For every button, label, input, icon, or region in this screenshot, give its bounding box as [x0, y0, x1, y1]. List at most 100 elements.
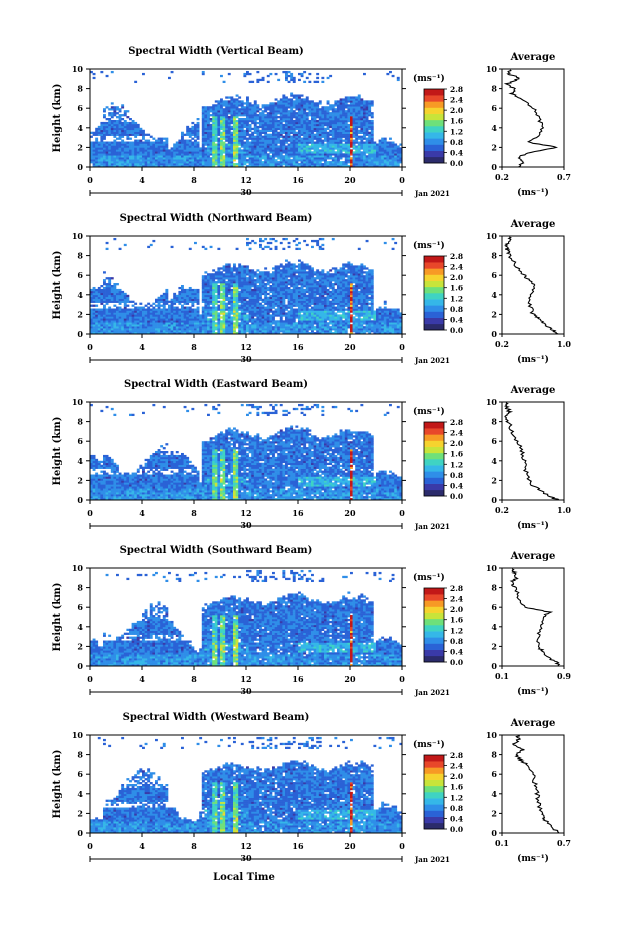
heat-cell	[371, 143, 374, 145]
heat-cell	[100, 163, 103, 165]
heat-cell	[220, 307, 223, 309]
heat-cell	[246, 114, 249, 116]
heat-cell	[264, 116, 267, 118]
heat-cell	[228, 318, 231, 320]
heat-cell	[314, 112, 317, 114]
heat-cell	[145, 140, 148, 142]
heat-cell	[303, 163, 306, 165]
heat-cell	[121, 134, 124, 136]
heat-cell	[327, 149, 330, 151]
heat-cell	[207, 324, 210, 326]
heat-cell	[202, 132, 205, 134]
heat-cell	[212, 322, 215, 324]
heat-cell	[275, 112, 278, 114]
heat-cell	[220, 106, 223, 108]
heat-cell	[256, 287, 259, 289]
heat-cell	[319, 128, 322, 130]
heat-cell	[392, 153, 395, 155]
colorbar-swatch	[424, 145, 444, 151]
heat-cell	[295, 118, 298, 120]
heat-cell	[295, 149, 298, 151]
heat-cell	[225, 106, 228, 108]
heat-cell	[210, 273, 213, 275]
heat-cell	[280, 100, 283, 102]
heat-cell	[246, 265, 249, 267]
heat-cell	[119, 110, 122, 112]
heat-cell	[191, 149, 194, 151]
heat-cell	[103, 130, 106, 132]
heat-cell	[230, 140, 233, 142]
heat-cell	[111, 320, 114, 322]
heat-cell	[249, 138, 252, 140]
heat-cell	[355, 153, 358, 155]
heat-cell	[230, 297, 233, 299]
heat-cell	[147, 309, 150, 311]
heat-cell	[350, 102, 353, 104]
heat-cell	[277, 116, 280, 118]
y-axis-label: Height (km)	[52, 84, 63, 153]
heat-cell	[327, 138, 330, 140]
heat-cell	[171, 246, 174, 248]
heat-cell	[197, 301, 200, 303]
heat-cell	[212, 112, 215, 114]
heat-cell	[207, 122, 210, 124]
heat-cell	[230, 279, 233, 281]
heat-cell	[246, 242, 249, 244]
heat-cell	[210, 151, 213, 153]
heat-cell	[106, 310, 109, 312]
heat-cell	[379, 142, 382, 144]
heat-cell	[228, 128, 231, 130]
heat-cell	[132, 310, 135, 312]
heat-cell	[386, 161, 389, 163]
heat-cell	[254, 293, 257, 295]
heat-cell	[230, 330, 233, 332]
heat-cell	[366, 143, 369, 145]
heat-cell	[147, 155, 150, 157]
heat-cell	[243, 320, 246, 322]
heat-cell	[246, 293, 249, 295]
heat-cell	[220, 149, 223, 151]
heat-cell	[230, 322, 233, 324]
heat-cell	[100, 155, 103, 157]
heat-cell	[150, 149, 153, 151]
heat-cell	[298, 134, 301, 136]
heat-cell	[269, 157, 272, 159]
heat-cell	[363, 116, 366, 118]
heat-cell	[327, 161, 330, 163]
heat-cell	[243, 326, 246, 328]
heat-cell	[111, 126, 114, 128]
heat-cell	[241, 159, 244, 161]
heat-cell	[202, 143, 205, 145]
heat-cell	[288, 81, 291, 83]
heat-cell	[340, 126, 343, 128]
heat-cell	[212, 320, 215, 322]
heat-cell	[306, 161, 309, 163]
heat-cell	[103, 271, 106, 273]
heat-cell	[93, 309, 96, 311]
heat-cell	[217, 330, 220, 332]
heat-cell	[210, 110, 213, 112]
heat-cell	[308, 120, 311, 122]
heat-cell	[269, 151, 272, 153]
heat-cell	[238, 271, 241, 273]
heat-cell	[353, 130, 356, 132]
heat-cell	[327, 143, 330, 145]
heat-cell	[111, 128, 114, 130]
heat-cell	[119, 122, 122, 124]
heat-cell	[264, 283, 267, 285]
heat-cell	[303, 128, 306, 130]
heat-cell	[264, 108, 267, 110]
heat-cell	[246, 126, 249, 128]
heat-cell	[108, 291, 111, 293]
heat-cell	[280, 128, 283, 130]
heat-cell	[202, 151, 205, 153]
heat-cell	[386, 159, 389, 161]
heat-cell	[95, 326, 98, 328]
heat-cell	[358, 98, 361, 100]
heat-cell	[225, 291, 228, 293]
heat-cell	[238, 143, 241, 145]
heat-cell	[137, 320, 140, 322]
heat-cell	[327, 124, 330, 126]
heat-cell	[225, 163, 228, 165]
heat-cell	[220, 279, 223, 281]
